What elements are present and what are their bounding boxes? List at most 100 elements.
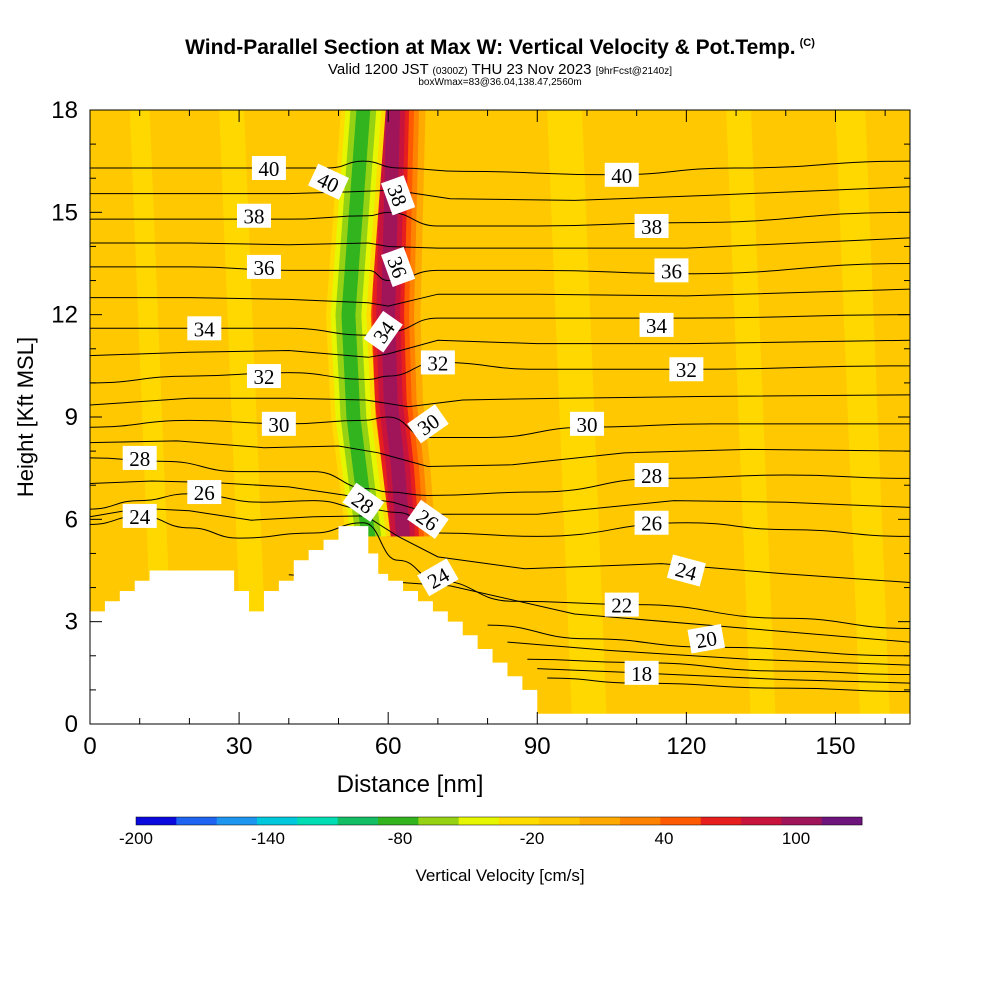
isentrope-label: 36 <box>246 254 281 280</box>
colorbar-tick-label: 100 <box>782 829 810 848</box>
isentrope-label-text: 40 <box>258 157 279 181</box>
isentrope-intermediate <box>90 237 910 249</box>
label-box <box>634 510 669 535</box>
isentrope-label: 28 <box>634 462 669 488</box>
isentrope-intermediate <box>507 641 910 666</box>
isentrope-label-text: 20 <box>694 626 719 653</box>
label-box <box>122 445 157 470</box>
isentrope-label: 26 <box>187 480 222 505</box>
isentrope-34 <box>90 314 910 336</box>
y-tick-label: 9 <box>65 404 78 431</box>
label-box <box>666 554 706 587</box>
label-box <box>237 203 271 228</box>
label-box <box>654 258 689 283</box>
weak-updraft-band <box>219 110 269 724</box>
y-tick-label: 12 <box>51 302 78 329</box>
copyright-mark: (C) <box>799 37 815 49</box>
label-box <box>246 254 281 279</box>
y-tick-label: 15 <box>51 199 78 226</box>
colorbar-label: Vertical Velocity [cm/s] <box>415 866 584 885</box>
isentrope-22 <box>487 624 910 657</box>
isentrope-label-text: 30 <box>576 413 597 437</box>
colorbar-swatch <box>579 817 621 825</box>
label-box <box>261 411 296 436</box>
isentrope-label: 28 <box>122 445 157 471</box>
isentrope-label: 40 <box>251 155 286 181</box>
isentrope-label-text: 40 <box>611 164 632 188</box>
label-box <box>381 246 416 287</box>
isentrope-intermediate <box>537 668 910 684</box>
valid-time-utc: (0300Z) <box>432 66 468 77</box>
colorbar-tick-label: 40 <box>655 829 674 848</box>
label-box <box>308 163 350 200</box>
isentrope-24 <box>90 515 910 629</box>
isentrope-label: 22 <box>604 592 639 618</box>
y-tick-label: 3 <box>65 609 78 636</box>
y-axis-label: Height [Kft MSL] <box>13 337 38 497</box>
isentrope-label-text: 34 <box>194 317 216 341</box>
isentrope-label-text: 26 <box>194 481 215 505</box>
valid-date: THU 23 Nov 2023 <box>471 61 592 78</box>
label-box <box>669 357 704 382</box>
isentrope-label: 24 <box>666 554 706 587</box>
weak-updraft-band <box>726 110 776 724</box>
isentrope-label-text: 28 <box>641 464 662 488</box>
label-box <box>569 411 604 436</box>
chart-subtitle: Valid 1200 JST (0300Z) THU 23 Nov 2023 [… <box>0 61 1000 78</box>
isentrope-label: 32 <box>246 364 281 389</box>
isentrope-label-text: 36 <box>253 256 274 280</box>
colorbar-swatch <box>176 817 218 825</box>
y-tick-label: 0 <box>65 711 78 738</box>
colorbar-swatch <box>539 817 581 825</box>
isentrope-label: 40 <box>604 162 639 188</box>
x-tick-label: 60 <box>375 733 402 760</box>
colorbar-tick-label: -20 <box>520 829 545 848</box>
terrain <box>90 526 910 724</box>
label-box <box>407 499 449 539</box>
x-tick-label: 90 <box>524 733 551 760</box>
colorbar-swatch <box>337 817 379 825</box>
label-box <box>187 480 222 505</box>
colorbar-frame <box>135 816 863 826</box>
label-box <box>639 312 674 337</box>
isentrope-label: 32 <box>669 357 704 382</box>
isentrope-28 <box>90 457 910 496</box>
isentrope-label-text: 32 <box>427 351 448 375</box>
isentrope-label-text: 28 <box>129 447 150 471</box>
forecast-info: [9hrFcst@2140z] <box>595 66 672 77</box>
isentrope-label-text: 38 <box>641 215 662 239</box>
label-box <box>604 592 639 617</box>
isentrope-label-text: 34 <box>646 314 668 338</box>
colorbar-tick-label: -80 <box>388 829 413 848</box>
colorbar-swatch <box>660 817 702 825</box>
isentrope-label: 18 <box>624 660 659 686</box>
colorbar: -200 -140 -80 -20 40 100 Vertical Velocity [cm… <box>119 816 863 885</box>
colorbar-swatch <box>499 817 540 825</box>
isentrope-label-text: 32 <box>676 358 697 382</box>
colorbar-swatch <box>418 817 460 825</box>
chart-title: Wind-Parallel Section at Max W: Vertical… <box>0 36 1000 60</box>
label-box <box>251 155 286 180</box>
label-box <box>363 310 403 353</box>
isentrope-label: 26 <box>634 510 669 536</box>
colorbar-tick-label: -200 <box>119 829 153 848</box>
colorbar-swatch <box>620 817 661 825</box>
colorbar-swatch <box>741 817 782 825</box>
valid-time: Valid 1200 JST <box>328 61 429 78</box>
colorbar-swatch <box>821 817 863 825</box>
isentrope-38 <box>90 211 910 227</box>
isentrope-label-text: 24 <box>129 505 151 529</box>
isentrope-18 <box>547 677 910 693</box>
colorbar-swatch <box>297 817 339 825</box>
colorbar-swatch <box>378 817 419 825</box>
isentrope-intermediate <box>90 394 910 408</box>
isentrope-intermediate <box>90 288 910 307</box>
isentrope-label: 30 <box>569 411 604 437</box>
isentrope-label-text: 22 <box>611 594 632 618</box>
isentrope-label: 20 <box>687 623 726 654</box>
label-box <box>687 623 726 654</box>
